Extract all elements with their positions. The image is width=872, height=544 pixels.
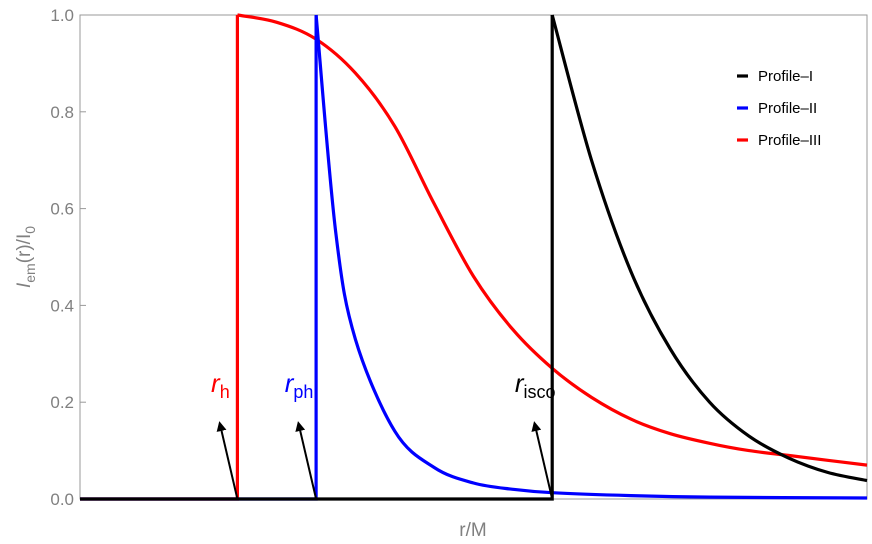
legend-entry: Profile–III — [758, 132, 821, 149]
annotation-sub: h — [220, 382, 230, 402]
annotation-label: rph — [285, 368, 314, 402]
y-tick-label: 0.4 — [50, 296, 74, 315]
y-axis-label-rest: (r)/I — [14, 234, 35, 264]
series-line-2 — [314, 14, 868, 500]
legend-entry: Profile–I — [758, 68, 813, 85]
annotation-label: rh — [211, 368, 230, 402]
y-axis-label-main: I — [14, 282, 35, 288]
annotation-main: r — [285, 368, 295, 398]
annotation-arrow — [216, 421, 239, 500]
series-baseline-3 — [80, 15, 239, 501]
annotation-sub: ph — [293, 382, 313, 402]
series-line-3 — [237, 13, 868, 467]
y-axis-label-sub2: 0 — [22, 226, 38, 234]
plot-frame — [79, 14, 868, 500]
series-curves — [80, 13, 868, 501]
series-baseline-2 — [80, 15, 318, 501]
x-axis-label: r/M — [459, 520, 486, 541]
y-axis-label-sub: em — [22, 263, 38, 282]
y-tick-label: 0.6 — [50, 200, 74, 219]
annotation-sub: isco — [524, 382, 556, 402]
radius-annotations: rh rph risco — [211, 368, 556, 500]
y-tick-label: 0.0 — [50, 490, 74, 509]
annotation-main: r — [515, 368, 525, 398]
y-axis-label: Iem(r)/I0 — [14, 226, 38, 288]
legend-entry: Profile–II — [758, 100, 817, 117]
annotation-arrow — [531, 421, 554, 500]
legend: Profile–I Profile–II Profile–III — [737, 68, 821, 149]
annotation-label: risco — [515, 368, 556, 402]
y-tick-label: 1.0 — [50, 6, 74, 25]
annotation-arrow — [295, 421, 318, 500]
series-line-1 — [550, 14, 868, 483]
y-tick-label: 0.2 — [50, 393, 74, 412]
annotation-main: r — [211, 368, 221, 398]
y-tick-label: 0.8 — [50, 103, 74, 122]
y-axis-ticks: 0.0 0.2 0.4 0.6 0.8 1.0 — [50, 6, 86, 509]
